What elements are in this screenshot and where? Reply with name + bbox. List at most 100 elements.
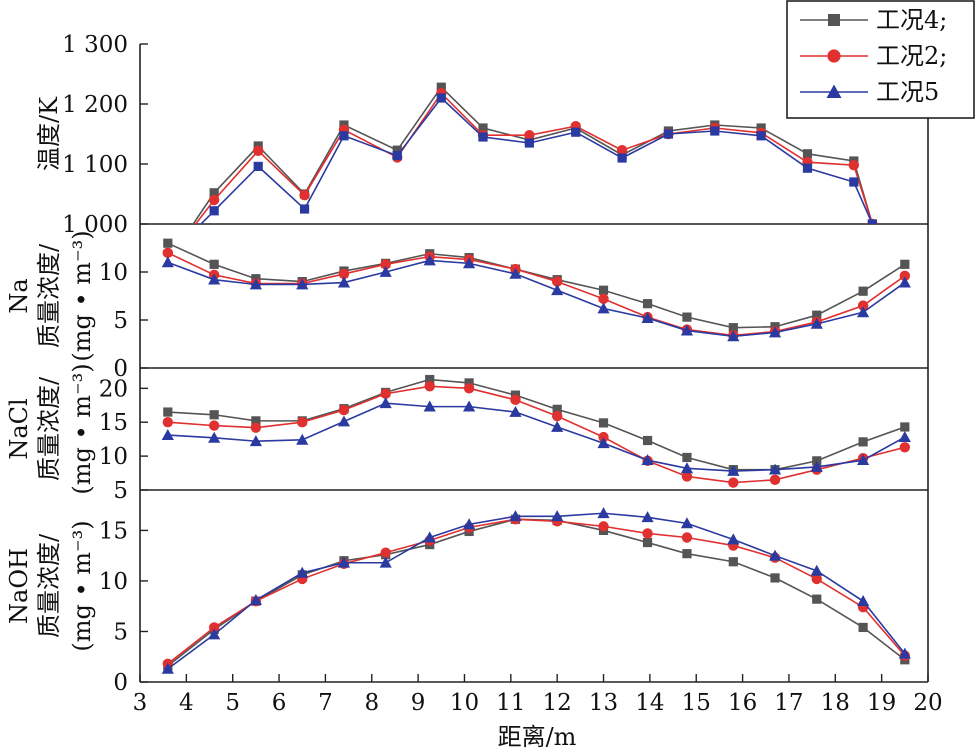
x-tick-label: 18 (821, 690, 850, 716)
legend-label: 工况5 (876, 78, 939, 106)
legend-marker (827, 49, 841, 63)
y-tick-label: 1 300 (62, 32, 128, 58)
series-group (161, 374, 911, 488)
data-point (253, 161, 263, 171)
data-point (296, 566, 309, 578)
data-point (339, 131, 349, 141)
data-point (770, 573, 780, 583)
data-point (208, 622, 220, 633)
data-point (728, 477, 739, 488)
data-point (551, 420, 564, 432)
data-point (208, 194, 220, 206)
x-tick-label: 14 (635, 690, 664, 716)
data-point (161, 662, 174, 674)
data-point (423, 400, 436, 412)
data-point (249, 435, 262, 447)
y-axis-label: 质量浓度/ (35, 376, 63, 481)
x-tick-label: 15 (682, 690, 711, 716)
legend-label: 工况4; (876, 6, 947, 34)
data-point (379, 265, 392, 277)
data-point (598, 521, 609, 532)
data-point (663, 129, 674, 139)
x-tick-label: 9 (411, 690, 426, 716)
data-point (161, 429, 174, 440)
data-point (680, 324, 694, 336)
x-tick-label: 8 (364, 690, 379, 716)
data-point (509, 405, 522, 417)
series-line-1 (167, 242, 906, 329)
data-point (899, 442, 911, 453)
x-tick-label: 7 (318, 690, 333, 716)
y-axis-label: NaOH (5, 548, 33, 624)
data-point (296, 278, 309, 290)
data-point (857, 300, 869, 311)
data-point (208, 431, 221, 443)
legend-marker (826, 84, 842, 98)
data-point (681, 471, 693, 482)
data-point (858, 286, 868, 296)
data-point (208, 273, 221, 285)
x-tick-label: 3 (133, 690, 148, 716)
x-tick-label: 5 (225, 690, 240, 716)
y-axis-label: (mg • m⁻³) (68, 363, 96, 494)
panel-naoh: 0 5 10 15 NaOH 质量浓度/(mg • m⁻³) (5, 490, 929, 696)
data-point (727, 464, 740, 476)
series-group (192, 82, 878, 224)
data-point (379, 397, 392, 409)
data-point (436, 93, 446, 103)
data-point (208, 420, 220, 431)
y-tick-label: 5 (113, 619, 128, 645)
data-point (727, 330, 740, 342)
data-point (463, 383, 475, 394)
data-point (510, 394, 521, 406)
data-point (756, 131, 766, 141)
data-point (597, 507, 610, 519)
data-point (598, 431, 609, 443)
data-point (425, 374, 435, 385)
data-point (296, 433, 309, 445)
data-point (249, 594, 262, 606)
data-point (161, 256, 174, 268)
y-tick-label: 0 (113, 356, 128, 382)
data-point (768, 549, 782, 561)
data-point (810, 564, 823, 576)
data-point (380, 259, 391, 270)
data-point (641, 311, 654, 323)
series-group (161, 238, 911, 342)
data-point (337, 556, 351, 568)
data-point (209, 410, 219, 420)
y-axis-label: 质量浓度/ (35, 533, 63, 638)
y-tick-label: 1 000 (62, 212, 128, 238)
data-point (209, 188, 219, 198)
data-point (768, 326, 782, 338)
x-tick-label: 19 (867, 690, 896, 716)
x-axis: 3 4 5 6 7 8 9 10 11 12 13 14 15 16 17 18 19 20 (133, 674, 943, 716)
data-point (249, 278, 262, 290)
data-point (392, 151, 402, 161)
data-point (710, 126, 720, 136)
data-point (208, 628, 221, 640)
data-point (380, 547, 391, 558)
y-axis-label: 温度/K (35, 96, 63, 171)
y-axis-label: (mg • m⁻³) (68, 520, 96, 651)
x-tick-label: 11 (496, 690, 525, 716)
data-point (682, 312, 692, 322)
x-tick-label: 6 (272, 690, 287, 716)
data-point (642, 435, 653, 446)
y-tick-label: 1 200 (62, 92, 128, 118)
data-point (436, 82, 446, 92)
y-tick-label: 20 (99, 376, 128, 402)
data-point (616, 145, 628, 156)
data-point (478, 123, 488, 133)
data-point (680, 517, 694, 529)
data-point (810, 317, 823, 329)
y-axis-label: 质量浓度/ (35, 243, 63, 348)
data-point (728, 323, 738, 333)
data-point (163, 238, 173, 248)
data-point (392, 145, 402, 155)
series-line-3 (167, 259, 906, 338)
data-point (802, 149, 813, 159)
data-point (598, 293, 609, 305)
data-point (463, 518, 476, 530)
